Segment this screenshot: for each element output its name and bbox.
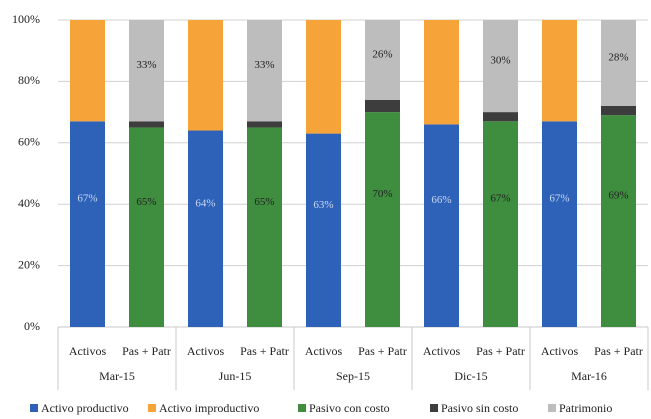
bar-segment — [247, 127, 282, 327]
x-tick-label: Activos — [187, 344, 225, 358]
y-tick-label: 20% — [18, 257, 40, 271]
x-tick-label: Activos — [305, 344, 343, 358]
bar-segment — [188, 130, 223, 327]
bar-segment — [129, 121, 164, 128]
x-tick-label: Activos — [69, 344, 107, 358]
group-label: Jun-15 — [219, 369, 252, 383]
bar-segment — [365, 112, 400, 327]
y-tick-label: 100% — [12, 12, 40, 26]
legend-swatch — [298, 404, 306, 412]
x-tick-label: Pas + Patr — [594, 344, 643, 358]
bar-segment — [247, 121, 282, 128]
y-tick-label: 60% — [18, 135, 40, 149]
legend-label: Activo improductivo — [159, 401, 259, 415]
bar-segment — [188, 20, 223, 131]
bar-segment — [70, 20, 105, 122]
legend-swatch — [30, 404, 38, 412]
x-tick-label: Activos — [423, 344, 461, 358]
bar-segment — [247, 20, 282, 122]
legend-label: Activo productivo — [41, 401, 129, 415]
x-tick-label: Activos — [541, 344, 579, 358]
bar-segment — [365, 20, 400, 100]
data-label: 66% — [431, 194, 451, 206]
data-label: 65% — [254, 196, 274, 208]
y-tick-label: 0% — [24, 319, 40, 333]
data-label: 33% — [254, 59, 274, 71]
legend-swatch — [548, 404, 556, 412]
bar-segment — [483, 20, 518, 113]
group-label: Mar-16 — [571, 369, 607, 383]
data-label: 67% — [549, 193, 569, 205]
legend-label: Pasivo con costo — [309, 401, 390, 415]
x-tick-label: Pas + Patr — [240, 344, 289, 358]
data-label: 30% — [490, 55, 510, 67]
x-tick-label: Pas + Patr — [122, 344, 171, 358]
bar-segment — [542, 121, 577, 327]
bar-segment — [483, 112, 518, 122]
data-label: 28% — [608, 52, 628, 64]
data-label: 33% — [136, 59, 156, 71]
bar-segment — [365, 99, 400, 113]
y-tick-label: 40% — [18, 196, 40, 210]
group-label: Mar-15 — [99, 369, 135, 383]
data-label: 67% — [77, 193, 97, 205]
y-tick-label: 80% — [18, 73, 40, 87]
bar-segment — [424, 124, 459, 327]
data-label: 64% — [195, 197, 215, 209]
bar-segment — [129, 20, 164, 122]
data-label: 69% — [608, 190, 628, 202]
x-tick-label: Pas + Patr — [358, 344, 407, 358]
legend-swatch — [148, 404, 156, 412]
bar-segment — [601, 115, 636, 327]
bar-segment — [424, 20, 459, 125]
group-label: Sep-15 — [336, 369, 370, 383]
x-tick-label: Pas + Patr — [476, 344, 525, 358]
bar-segment — [542, 20, 577, 122]
legend-swatch — [430, 404, 438, 412]
data-label: 63% — [313, 199, 333, 211]
data-label: 70% — [372, 188, 392, 200]
bar-segment — [601, 20, 636, 106]
data-label: 26% — [372, 48, 392, 60]
bar-segment — [129, 127, 164, 327]
bar-segment — [70, 121, 105, 327]
legend-label: Patrimonio — [559, 401, 612, 415]
data-label: 67% — [490, 193, 510, 205]
data-label: 65% — [136, 196, 156, 208]
bar-segment — [306, 133, 341, 327]
bar-segment — [601, 105, 636, 116]
bar-segment — [306, 20, 341, 134]
legend-label: Pasivo sin costo — [441, 401, 518, 415]
bar-segment — [483, 121, 518, 327]
group-label: Dic-15 — [454, 369, 487, 383]
